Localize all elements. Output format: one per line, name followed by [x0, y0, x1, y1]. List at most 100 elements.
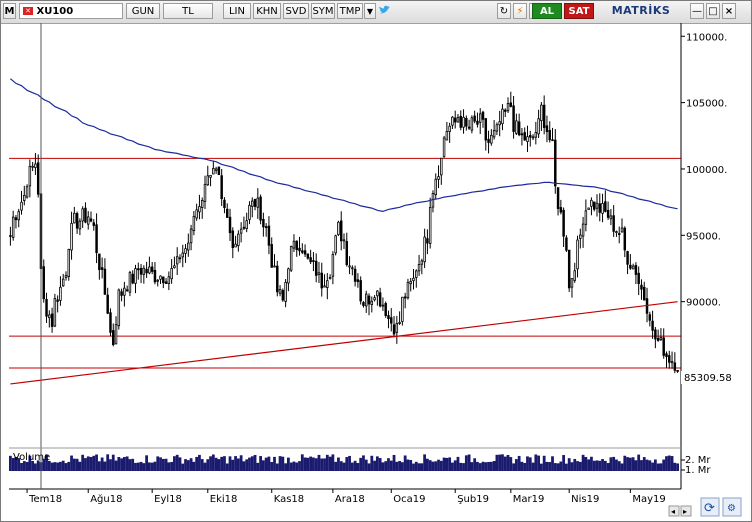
minimize-icon[interactable]: — — [690, 3, 704, 19]
volume-bar — [100, 457, 104, 471]
settings-icon[interactable]: ⚙ — [722, 497, 742, 517]
candle — [506, 97, 510, 113]
volume-bar — [548, 462, 552, 471]
volume-bar — [434, 461, 438, 471]
maximize-icon[interactable]: □ — [706, 3, 720, 19]
candle — [100, 257, 104, 279]
volume-bar — [314, 458, 318, 471]
close-icon[interactable]: × — [722, 3, 736, 19]
volume-bar — [400, 462, 404, 471]
scroll-left-icon[interactable] — [668, 505, 680, 517]
candle — [559, 199, 563, 215]
candle — [195, 203, 198, 221]
volume-bar — [206, 459, 210, 471]
volume-bar — [150, 462, 154, 471]
volume-bar — [628, 457, 632, 471]
candle — [406, 278, 410, 300]
volume-bar — [337, 457, 340, 471]
candle — [167, 271, 171, 291]
candle — [170, 259, 173, 284]
volume-tick-1mr: 1. Mr — [685, 465, 711, 476]
volume-bar — [331, 454, 335, 471]
volume-bar — [448, 457, 452, 471]
volume-bar — [120, 458, 123, 471]
volume-bar — [45, 454, 48, 471]
currency-button[interactable]: TL — [163, 3, 213, 19]
volume-bar — [236, 458, 240, 471]
refresh-icon[interactable]: ↻ — [497, 3, 511, 19]
volume-bar — [528, 457, 532, 471]
volume-bar — [148, 462, 151, 471]
volume-bar — [320, 458, 324, 471]
scale-button[interactable]: LIN — [223, 3, 251, 19]
candle — [570, 278, 574, 298]
svd-button[interactable]: SVD — [283, 3, 309, 19]
candle — [131, 270, 134, 285]
candle — [426, 229, 429, 255]
candle — [576, 235, 579, 278]
sell-button[interactable]: SAT — [564, 3, 594, 19]
volume-bar — [620, 463, 624, 471]
volume-bar — [278, 456, 282, 471]
volume-bar — [387, 458, 390, 471]
volume-bar — [50, 462, 54, 471]
buy-button[interactable]: AL — [532, 3, 562, 19]
volume-bar — [192, 461, 196, 471]
volume-bar — [514, 459, 518, 471]
volume-bar — [364, 459, 368, 471]
candle — [637, 266, 640, 296]
candle — [428, 197, 432, 249]
x-tick-label: Ara18 — [335, 494, 365, 505]
menu-button[interactable]: M — [3, 3, 16, 19]
candle — [178, 254, 182, 264]
volume-bar — [89, 456, 93, 471]
svg-text:⟳: ⟳ — [704, 501, 715, 516]
candle — [556, 187, 560, 216]
volume-bar — [501, 454, 504, 471]
candle — [517, 113, 521, 137]
candle — [534, 121, 538, 145]
volume-bar — [373, 460, 376, 471]
volume-bar — [64, 463, 68, 471]
scroll-right-icon[interactable] — [680, 505, 692, 517]
period-button[interactable]: GUN — [126, 3, 160, 19]
volume-bar — [9, 455, 12, 471]
volume-bar — [467, 454, 471, 471]
horizontal-scrollbar[interactable]: ◂ ▸ — [668, 505, 692, 517]
candle — [298, 236, 301, 256]
volume-bar — [478, 463, 482, 471]
trend-line[interactable] — [10, 301, 678, 385]
candle — [481, 110, 485, 128]
candle — [465, 115, 468, 131]
candle — [542, 95, 546, 135]
volume-bar — [476, 461, 479, 471]
candle — [554, 129, 557, 194]
symbol-field[interactable]: ✕ XU100 — [19, 3, 123, 19]
volume-bar — [656, 463, 660, 471]
volume-bar — [517, 455, 521, 471]
volume-bar — [437, 459, 440, 471]
volume-bar — [576, 461, 579, 471]
volume-bar — [295, 462, 299, 471]
volume-bar — [462, 463, 465, 471]
sync-icon[interactable]: ⟳ — [700, 497, 720, 517]
volume-bar — [323, 458, 326, 471]
candle — [376, 290, 379, 306]
volume-bar — [223, 456, 226, 471]
candle — [117, 288, 121, 330]
candle — [440, 157, 443, 185]
tmp-button[interactable]: TMP — [337, 3, 363, 19]
volume-bar — [97, 461, 101, 471]
lightning-icon[interactable]: ⚡ — [513, 3, 527, 19]
x-tick-label: Mar19 — [513, 494, 545, 505]
volume-bar — [567, 458, 571, 471]
twitter-icon[interactable] — [378, 3, 392, 19]
candle — [648, 311, 652, 327]
x-tick-label: Tem18 — [28, 494, 62, 505]
dropdown-arrow-icon[interactable]: ▼ — [364, 3, 376, 19]
candle — [387, 310, 390, 329]
sym-button[interactable]: SYM — [311, 3, 335, 19]
khn-button[interactable]: KHN — [253, 3, 281, 19]
candle — [629, 254, 632, 270]
